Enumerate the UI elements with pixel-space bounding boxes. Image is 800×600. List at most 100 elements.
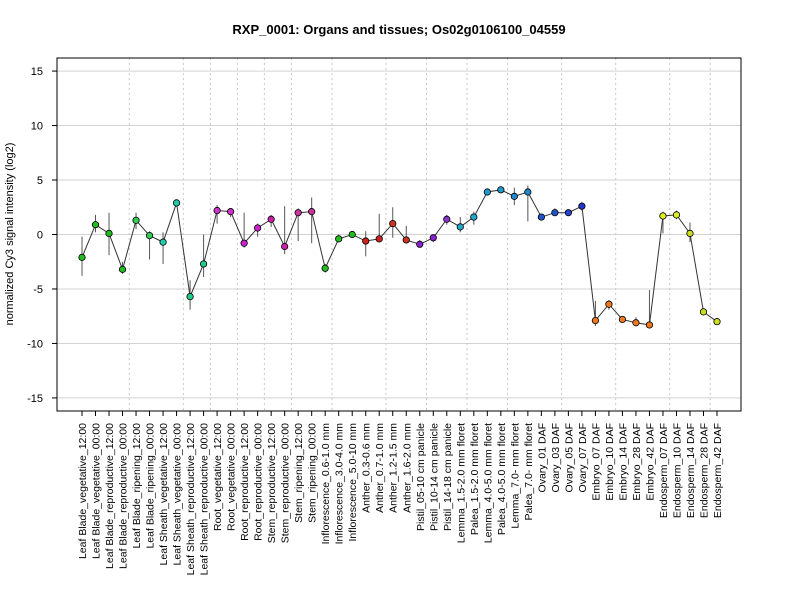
data-point <box>645 321 654 329</box>
data-point <box>267 215 275 223</box>
x-tick-label: Endosperm_28 DAF <box>698 423 710 518</box>
x-tick-label: Stem_ripening_12:00 <box>293 423 305 523</box>
data-point <box>213 206 221 215</box>
data-point <box>470 213 478 221</box>
data-point <box>254 224 262 232</box>
data-point <box>524 188 532 196</box>
x-tick-label: Inflorescence_5.0-10 mm <box>347 423 359 542</box>
y-tick-label: -10 <box>27 338 43 350</box>
data-point <box>199 260 208 268</box>
x-tick-label: Anther_0.7-1.0 mm <box>374 423 386 513</box>
x-tick-label: Lemma_1.5-2.0 mm floret <box>455 423 467 543</box>
x-tick-label: Leaf Blade_ripening_00:00 <box>145 423 157 549</box>
data-point <box>659 212 667 220</box>
data-point <box>699 308 708 316</box>
data-point <box>429 234 437 242</box>
x-tick-label: Embryo_07 DAF <box>590 423 602 501</box>
x-tick-label: Root_vegetative_12:00 <box>212 423 224 531</box>
data-point <box>402 236 410 244</box>
x-tick-label: Leaf Blade_reproductive_00:00 <box>118 423 130 569</box>
data-point <box>132 216 140 224</box>
x-tick-label: Lemma_7.0- mm floret <box>509 423 521 529</box>
series-line <box>81 189 718 326</box>
x-tick-label: Embryo_42 DAF <box>644 423 656 501</box>
data-point <box>186 293 194 301</box>
data-point <box>537 213 545 221</box>
data-point <box>91 221 100 229</box>
data-point <box>172 199 181 207</box>
x-tick-label: Stem_ripening_00:00 <box>307 423 319 523</box>
grid-layer <box>57 70 741 399</box>
x-tick-label: Lemma_4.0-5.0 mm floret <box>482 423 494 543</box>
x-tick-label: Ovary_05 DAF <box>563 423 575 492</box>
x-tick-label: Embryo_14 DAF <box>617 423 629 501</box>
x-tick-label: Palea_7.0- mm floret <box>523 423 535 521</box>
x-tick-label: Leaf Blade_reproductive_12:00 <box>104 423 116 569</box>
x-tick-label: Leaf Blade_vegetative_00:00 <box>91 423 103 559</box>
axis-layer: -15 -10 -5 0 5 10 15 <box>27 66 718 416</box>
series-layer <box>78 185 721 329</box>
data-point <box>416 240 424 248</box>
group-separators <box>128 58 711 411</box>
data-point <box>335 235 343 243</box>
data-point <box>78 253 86 261</box>
data-point <box>294 209 302 217</box>
x-tick-label: Palea_4.0-5.0 mm floret <box>496 423 508 535</box>
data-point <box>159 238 167 246</box>
y-tick-label: 15 <box>31 66 43 78</box>
data-point <box>240 239 248 247</box>
x-tick-label: Stem_reproductive_00:00 <box>280 423 292 543</box>
y-axis-label: normalized Cy3 signal intensity (log2) <box>4 143 16 326</box>
x-tick-label: Leaf Blade_ripening_12:00 <box>131 423 143 549</box>
data-point <box>375 235 383 243</box>
chart-title: RXP_0001: Organs and tissues; Os02g01061… <box>232 22 565 37</box>
data-point <box>632 319 640 327</box>
data-point <box>118 265 127 273</box>
x-tick-label: Ovary_03 DAF <box>550 423 562 492</box>
x-tick-label: Pistil_14-18 cm panicle <box>442 423 454 531</box>
x-tick-label: Root_reproductive_12:00 <box>239 423 251 541</box>
y-tick-label: 0 <box>37 230 43 242</box>
data-point <box>672 211 681 219</box>
x-tick-label: Leaf Blade_vegetative_12:00 <box>77 423 89 559</box>
data-point <box>389 220 397 228</box>
data-point <box>551 209 559 217</box>
y-tick-label: -5 <box>33 284 43 296</box>
x-tick-label: Leaf Sheath_vegetative_00:00 <box>172 423 184 566</box>
data-point <box>308 208 316 216</box>
category-labels: Leaf Blade_vegetative_12:00 Leaf Blade_ve… <box>77 423 724 576</box>
data-point <box>686 229 694 238</box>
x-tick-label: Ovary_07 DAF <box>577 423 589 492</box>
data-point <box>578 202 586 210</box>
x-tick-label: Endosperm_14 DAF <box>685 423 697 518</box>
y-tick-label: -15 <box>27 393 43 405</box>
x-tick-label: Anther_1.2-1.5 mm <box>388 423 400 513</box>
x-tick-label: Anther_0.3-0.6 mm <box>361 423 373 513</box>
data-point <box>510 192 518 200</box>
x-tick-label: Endosperm_07 DAF <box>658 423 670 518</box>
data-point <box>456 223 464 231</box>
plot-frame <box>56 57 742 412</box>
x-tick-label: Endosperm_10 DAF <box>671 423 683 518</box>
x-tick-label: Leaf Sheath_reproductive_12:00 <box>185 423 197 576</box>
data-point <box>321 264 329 272</box>
x-tick-label: Inflorescence_3.0-4.0 mm <box>334 423 346 545</box>
x-tick-label: Root_reproductive_00:00 <box>253 423 265 541</box>
data-point <box>145 231 154 240</box>
data-point <box>105 229 113 238</box>
x-tick-label: Pistil_10-14 cm panicle <box>428 423 440 531</box>
x-tick-label: Anther_1.6-2.0 mm <box>401 423 413 513</box>
data-point <box>362 237 370 245</box>
y-tick-label: 10 <box>31 121 43 133</box>
data-point <box>564 209 572 217</box>
data-point <box>497 186 505 194</box>
data-point <box>483 188 491 196</box>
data-point <box>618 315 627 324</box>
data-point <box>227 208 235 216</box>
x-tick-label: Ovary_01 DAF <box>536 423 548 492</box>
data-point <box>605 300 613 308</box>
data-point <box>591 316 600 325</box>
y-tick-label: 5 <box>37 175 43 187</box>
x-tick-label: Stem_reproductive_12:00 <box>266 423 278 543</box>
x-tick-label: Root_vegetative_00:00 <box>226 423 238 531</box>
